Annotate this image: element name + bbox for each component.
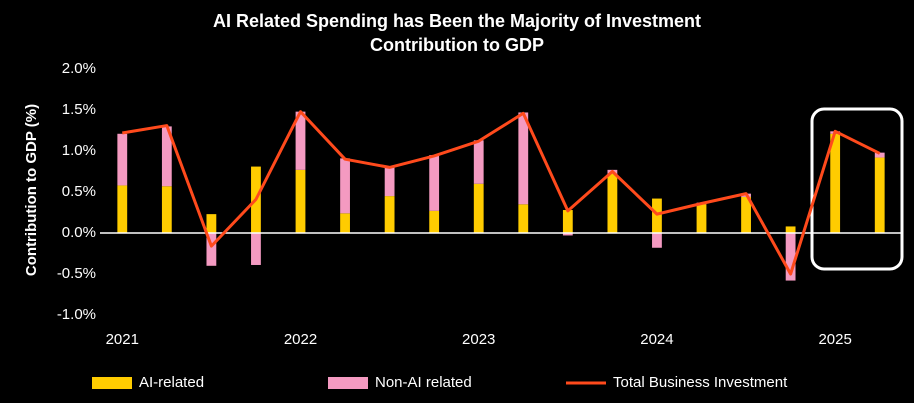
x-tick-label: 2022 [284,331,317,348]
bar [874,157,885,233]
x-tick-label: 2025 [818,331,851,348]
bar [161,186,172,233]
y-tick-label: -1.0% [57,306,96,323]
x-tick-label: 2021 [106,331,139,348]
bar [562,210,573,233]
bar [741,196,751,233]
chart-title: Contribution to GDP [370,35,544,55]
y-tick-label: 1.5% [62,101,96,118]
bar [340,158,350,214]
bar [340,213,350,233]
highlight-box [810,107,904,271]
bar [429,210,440,233]
y-tick-label: 0.5% [62,183,96,200]
bar [473,183,484,233]
bar [161,126,172,187]
bar [206,214,217,233]
legend-label: Non-AI related [375,374,472,391]
bar [830,133,841,233]
bar [785,233,796,281]
bar [518,112,529,205]
chart-title: AI Related Spending has Been the Majorit… [213,11,701,31]
y-tick-label: 1.0% [62,142,96,159]
bar [117,133,128,186]
bar [696,204,707,233]
bar [518,204,529,233]
bar [206,233,217,266]
bar [429,155,440,211]
bar [607,173,618,233]
y-axis-label: Contribution to GDP (%) [23,104,40,276]
bar [874,152,885,158]
bar [652,198,662,233]
legend-label: AI-related [139,374,204,391]
bar [562,233,573,236]
x-tick-label: 2023 [462,331,495,348]
y-tick-label: 0.0% [62,224,96,241]
bar [785,226,796,233]
legend-swatch [92,377,132,389]
bar [652,233,662,248]
bar [384,196,395,233]
bar [295,111,306,170]
bar [117,185,128,233]
legend-swatch [328,377,368,389]
y-tick-label: 2.0% [62,60,96,77]
legend-label: Total Business Investment [613,374,788,391]
y-tick-label: -0.5% [57,265,96,282]
x-tick-label: 2024 [640,331,673,348]
bar [251,233,261,265]
bar [384,167,395,197]
bar [473,140,484,184]
bar [295,169,306,233]
line [122,110,881,276]
